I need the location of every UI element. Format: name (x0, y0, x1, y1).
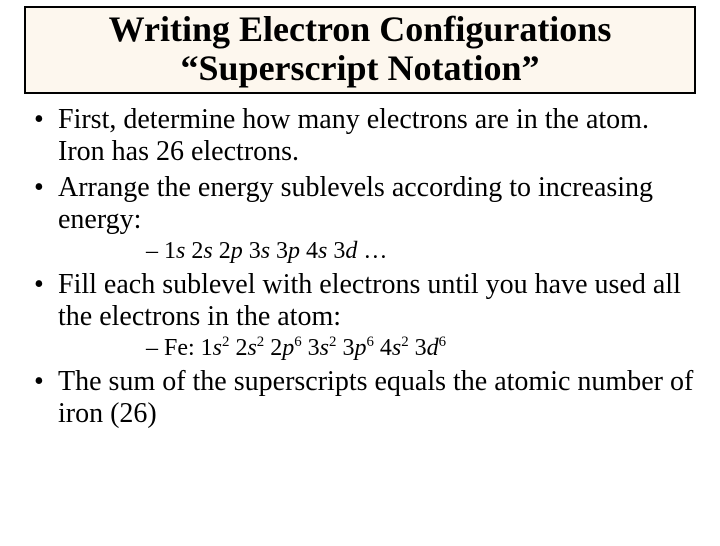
electron-configuration: Fe: 1s2 2s2 2p6 3s2 3p6 4s2 3d6 (146, 335, 700, 362)
bullet-item: First, determine how many electrons are … (28, 104, 700, 168)
bullet-item: Fill each sublevel with electrons until … (28, 269, 700, 362)
sublevel-order: 1s 2s 2p 3s 3p 4s 3d … (146, 238, 700, 265)
bullet-text: The sum of the superscripts equals the a… (58, 366, 693, 429)
title-line-1: Writing Electron Configurations (30, 10, 690, 49)
title-box: Writing Electron Configurations “Supersc… (24, 6, 696, 94)
bullet-text: Arrange the energy sublevels according t… (58, 172, 653, 235)
configuration-line: Fe: 1s2 2s2 2p6 3s2 3p6 4s2 3d6 (146, 335, 700, 362)
bullet-text: Fill each sublevel with electrons until … (58, 269, 681, 332)
title-line-2: “Superscript Notation” (30, 49, 690, 88)
bullet-item: The sum of the superscripts equals the a… (28, 366, 700, 430)
slide-body: First, determine how many electrons are … (0, 104, 720, 430)
bullet-item: Arrange the energy sublevels according t… (28, 172, 700, 265)
bullet-text: First, determine how many electrons are … (58, 104, 649, 167)
sublevel-order-line: 1s 2s 2p 3s 3p 4s 3d … (146, 238, 700, 265)
bullet-list: First, determine how many electrons are … (28, 104, 700, 430)
